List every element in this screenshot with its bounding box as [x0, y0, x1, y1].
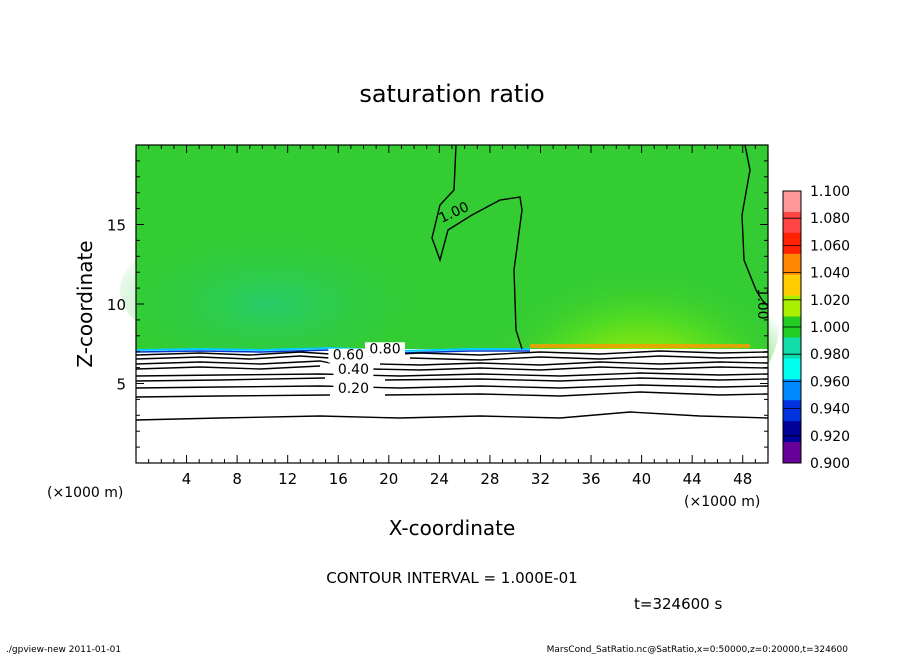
- y-tick-label: 10: [107, 296, 126, 314]
- colorbar-labels: 1.100 1.080 1.060 1.040 1.020 1.000 0.980 0.960…: [810, 184, 850, 472]
- colorbar-label: 1.000: [810, 320, 850, 336]
- contour-label-text: 0.20: [338, 381, 369, 397]
- colorbar-swatch: [783, 232, 801, 255]
- colorbar-swatch: [783, 337, 801, 359]
- contour-0.90: [135, 350, 769, 357]
- colorbar-swatch: [783, 274, 801, 297]
- orange-edge: [530, 344, 750, 348]
- contour-label-bg: [333, 382, 374, 397]
- contour-label: 0.80: [365, 341, 406, 357]
- colorbar-swatch: [783, 191, 801, 213]
- contour-label-bg: [333, 362, 374, 377]
- colorbar-swatch: [783, 442, 801, 464]
- x-tick-label: 32: [531, 470, 550, 488]
- x-unit-left: (×1000 m): [47, 485, 123, 501]
- contour-0.80: [135, 355, 769, 361]
- x-tick-label: 4: [182, 470, 192, 488]
- x-tick-label: 28: [480, 470, 499, 488]
- x-tick-label: 24: [430, 470, 449, 488]
- contour-0.60: [135, 365, 769, 371]
- left-mist-region: [120, 220, 420, 360]
- colorbar-label: 1.060: [810, 238, 850, 254]
- colorbar-swatch: [783, 295, 801, 318]
- colorbar-swatch: [783, 379, 801, 401]
- x-axis-label: X-coordinate: [389, 516, 516, 540]
- time-text: t=324600 s: [634, 595, 722, 613]
- contour-1.00-left: [431, 144, 523, 350]
- contour-0.70: [135, 360, 769, 366]
- colorbar-swatch: [783, 253, 801, 276]
- chart-title: saturation ratio: [359, 80, 544, 108]
- contour-label: 0.40: [333, 362, 374, 378]
- colorbar-label: 0.900: [810, 456, 850, 472]
- contour-label: 0.60: [328, 348, 369, 364]
- colorbar-label: 0.940: [810, 402, 850, 418]
- lower-field: [136, 349, 768, 463]
- footer-left: ./gpview-new 2011-01-01: [6, 645, 121, 654]
- colorbar-swatch: [783, 400, 801, 422]
- tick-marks: [136, 145, 768, 463]
- y-tick-label: 15: [107, 217, 126, 235]
- contour-label-bg: [328, 348, 369, 363]
- contour-label: 0.20: [333, 381, 374, 397]
- x-tick-label: 44: [683, 470, 702, 488]
- colorbar-label: 0.960: [810, 374, 850, 390]
- colorbar-swatch: [783, 421, 801, 443]
- x-unit-right: (×1000 m): [684, 494, 760, 510]
- contour-0.30: [135, 384, 769, 389]
- colorbar-label: 1.100: [810, 184, 850, 200]
- x-tick-label: 36: [581, 470, 600, 488]
- colorbar-swatch: [783, 358, 801, 380]
- colorbar-label: 1.080: [810, 211, 850, 227]
- colorbar-label: 0.980: [810, 347, 850, 363]
- y-tick-labels: 5 10 15: [107, 217, 126, 394]
- y-tick-label: 5: [116, 376, 126, 394]
- contour-0.40: [135, 377, 769, 382]
- contour-label-text: 0.80: [369, 341, 400, 357]
- colorbar-label: 1.020: [810, 293, 850, 309]
- cyan-interface: [135, 346, 530, 353]
- x-tick-label: 20: [379, 470, 398, 488]
- contour-label-text: 0.40: [338, 362, 369, 378]
- contour-interval-text: CONTOUR INTERVAL = 1.000E-01: [326, 569, 577, 587]
- contour-0.50: [135, 372, 769, 377]
- x-tick-label: 16: [329, 470, 348, 488]
- colorbar-swatch: [783, 211, 801, 234]
- colorbar: [782, 190, 802, 464]
- contour-1.00-right: [741, 144, 769, 307]
- contour-0.20: [135, 391, 769, 398]
- colorbar-label: 0.920: [810, 429, 850, 445]
- colorbar-label: 1.040: [810, 266, 850, 282]
- y-axis-label: Z-coordinate: [73, 240, 97, 367]
- contour-label-bg: [365, 342, 406, 357]
- x-tick-labels: 4 8 12 16 20 24 28 32 36 40 44 48: [182, 470, 752, 488]
- x-tick-label: 40: [632, 470, 651, 488]
- contour-label-text: 0.60: [333, 348, 364, 364]
- contour-0.10: [135, 411, 769, 421]
- x-tick-label: 48: [733, 470, 752, 488]
- footer-right: MarsCond_SatRatio.nc@SatRatio,x=0:50000,…: [547, 645, 849, 654]
- contour-lines: [135, 144, 769, 421]
- x-tick-label: 8: [232, 470, 242, 488]
- x-tick-label: 12: [278, 470, 297, 488]
